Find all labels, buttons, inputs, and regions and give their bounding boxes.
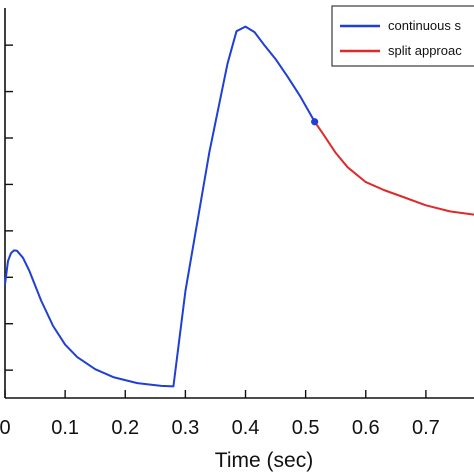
x-axis-title: Time (sec): [215, 449, 313, 472]
series-group: [4, 25, 474, 388]
x-tick-label-1: 0.1: [51, 417, 79, 439]
legend: continuous s split approac: [331, 5, 474, 67]
x-tick-label-0: 0: [0, 417, 11, 439]
x-tick-label-5: 0.5: [292, 417, 320, 439]
series-line-0: [4, 25, 316, 388]
x-tick-label-2: 0.2: [111, 417, 139, 439]
x-tick-label-4: 0.4: [232, 417, 260, 439]
axes: [4, 8, 474, 399]
y-ticks: [5, 44, 13, 371]
legend-label-continuous: continuous s: [388, 18, 461, 33]
x-tick-label-7: 0.7: [412, 417, 440, 439]
legend-label-split: split approac: [388, 43, 462, 58]
legend-box: [331, 5, 474, 67]
series-line-1: [313, 120, 474, 216]
junction-marker: [311, 118, 319, 126]
x-tick-label-6: 0.6: [352, 417, 380, 439]
x-ticks: 0 0.1 0.2 0.3 0.4 0.5 0.6 0.7: [0, 390, 440, 439]
x-tick-label-3: 0.3: [171, 417, 199, 439]
